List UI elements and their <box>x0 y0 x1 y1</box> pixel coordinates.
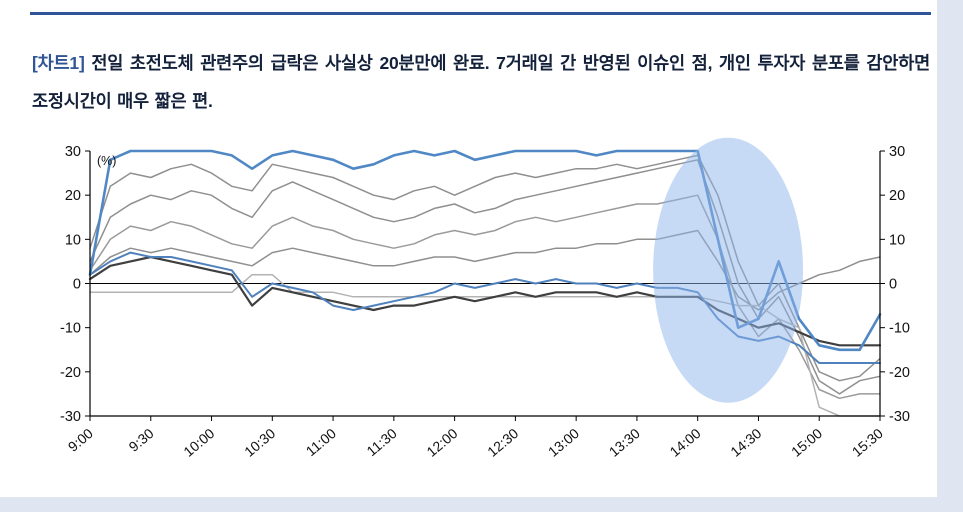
page-edge-band-bottom <box>0 497 963 512</box>
x-tick-label: 15:30 <box>849 425 886 460</box>
y-tick-label-right: 30 <box>889 144 905 160</box>
y-tick-label-right: -20 <box>889 365 910 381</box>
x-tick-label: 9:00 <box>65 425 96 455</box>
y-tick-label-right: 10 <box>889 232 905 248</box>
y-tick-label-left: 10 <box>65 232 81 248</box>
y-tick-label-left: 0 <box>73 277 81 293</box>
chart-caption-tag: [차트1] <box>32 52 85 73</box>
y-tick-label-right: 20 <box>889 188 905 204</box>
chart-area: 30 30 20 20 10 10 0 0 -10 -10 -20 -20 -30 -30 9:00 9:30… <box>28 134 938 479</box>
header-rule <box>30 12 931 15</box>
page-edge-band-right <box>937 0 963 512</box>
y-tick-label-left: -20 <box>60 365 81 381</box>
x-tick-label: 15:00 <box>788 425 825 460</box>
x-tick-label: 14:00 <box>666 425 703 460</box>
x-tick-label: 9:30 <box>126 425 157 455</box>
y-tick-label-right: 0 <box>889 277 897 293</box>
y-tick-label-right: -10 <box>889 321 910 337</box>
x-tick-label: 12:00 <box>423 425 460 460</box>
y-tick-label-right: -30 <box>889 409 910 425</box>
y-tick-label-left: -30 <box>60 409 81 425</box>
x-tick-label: 11:30 <box>363 425 399 459</box>
x-tick-label: 10:00 <box>180 425 217 460</box>
chart-caption: [차트1] 전일 초전도체 관련주의 급락은 사실상 20분만에 완료. 7거래… <box>32 44 930 120</box>
x-tick-label: 14:30 <box>727 425 764 460</box>
y-tick-label-left: -10 <box>60 321 81 337</box>
y-tick-label-left: 30 <box>65 144 81 160</box>
x-tick-label: 11:00 <box>303 425 339 459</box>
highlight-ellipse <box>653 137 804 403</box>
x-tick-label: 10:30 <box>241 425 278 460</box>
unit-label: (%) <box>97 154 116 168</box>
chart-caption-text: 전일 초전도체 관련주의 급락은 사실상 20분만에 완료. 7거래일 간 반영… <box>32 52 930 111</box>
x-tick-label: 12:30 <box>484 425 521 460</box>
y-tick-label-left: 20 <box>65 188 81 204</box>
x-tick-label: 13:00 <box>545 425 582 460</box>
x-tick-label: 13:30 <box>606 425 643 460</box>
